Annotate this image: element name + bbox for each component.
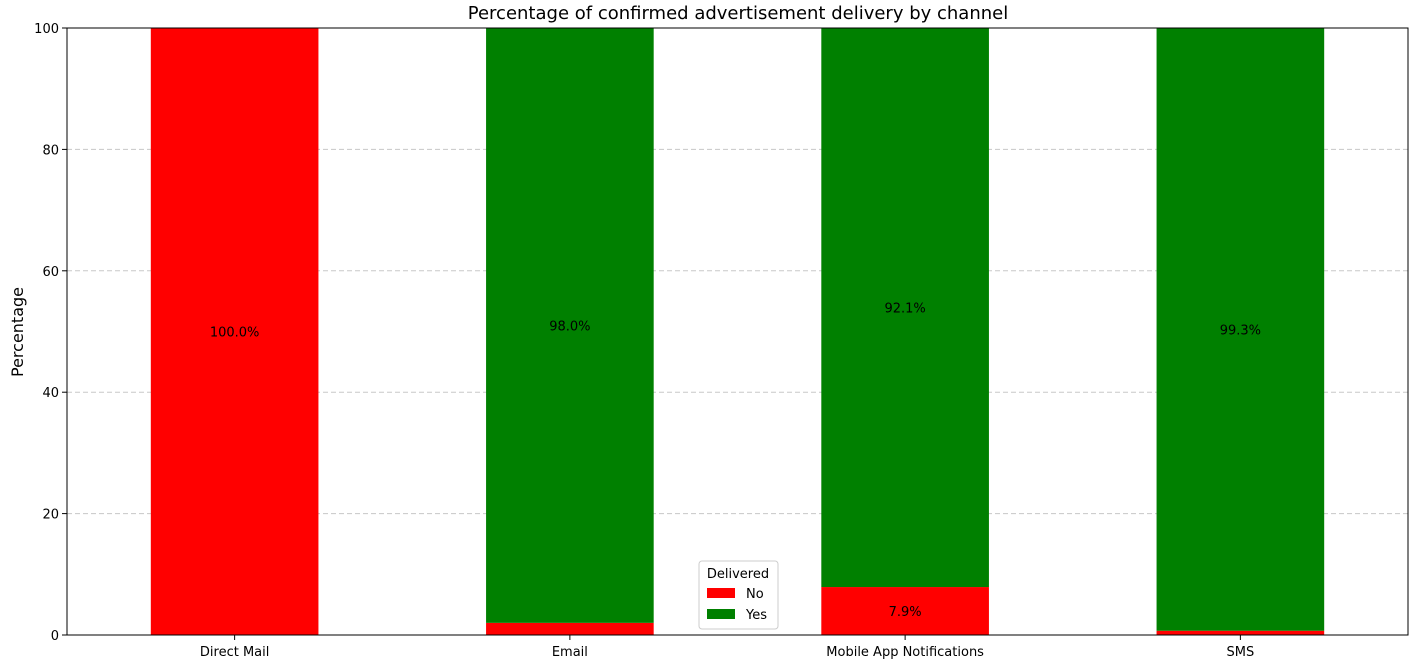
legend: Delivered No Yes: [698, 560, 779, 630]
y-tick-label: 60: [42, 265, 59, 280]
bar-segment-yes: [1156, 28, 1325, 631]
bar-data-label: 98.0%: [549, 319, 590, 334]
bar-segment-yes: [486, 28, 654, 623]
x-tick-label: Direct Mail: [200, 645, 269, 660]
plot-frame: [66, 27, 1409, 636]
bar-segment-no: [821, 587, 989, 635]
x-axis-ticks: Direct Mail Email Mobile App Notifications…: [200, 635, 1254, 660]
legend-label-yes: Yes: [745, 608, 767, 623]
legend-label-no: No: [746, 587, 764, 602]
y-tick-label: 0: [51, 629, 59, 644]
x-tick-label: Mobile App Notifications: [826, 645, 984, 660]
bars: [150, 28, 1325, 635]
y-tick-label: 20: [42, 508, 59, 523]
bar-segment-no: [486, 622, 654, 635]
y-axis-title: Percentage: [8, 287, 27, 377]
legend-title: Delivered: [707, 567, 769, 582]
y-axis-ticks: 0 20 40 60 80 100: [34, 22, 67, 644]
bar-segment-yes: [821, 28, 989, 588]
y-tick-label: 80: [42, 143, 59, 158]
chart-title: Percentage of confirmed advertisement de…: [468, 3, 1008, 24]
legend-swatch-no: [707, 588, 735, 598]
bar-segment-no: [150, 28, 319, 635]
bar-data-label: 99.3%: [1220, 323, 1261, 338]
bar-labels: 100.0% 98.0% 7.9% 92.1% 99.3%: [210, 302, 1261, 621]
y-tick-label: 40: [42, 386, 59, 401]
bar-data-label: 100.0%: [210, 326, 260, 341]
x-tick-label: Email: [552, 645, 588, 660]
bar-data-label: 92.1%: [884, 302, 925, 317]
y-tick-label: 100: [34, 22, 59, 37]
legend-swatch-yes: [707, 609, 735, 619]
legend-items: No Yes: [707, 587, 767, 623]
x-tick-label: SMS: [1227, 645, 1255, 660]
bar-segment-no: [1156, 630, 1325, 635]
bar-data-label: 7.9%: [889, 605, 922, 620]
